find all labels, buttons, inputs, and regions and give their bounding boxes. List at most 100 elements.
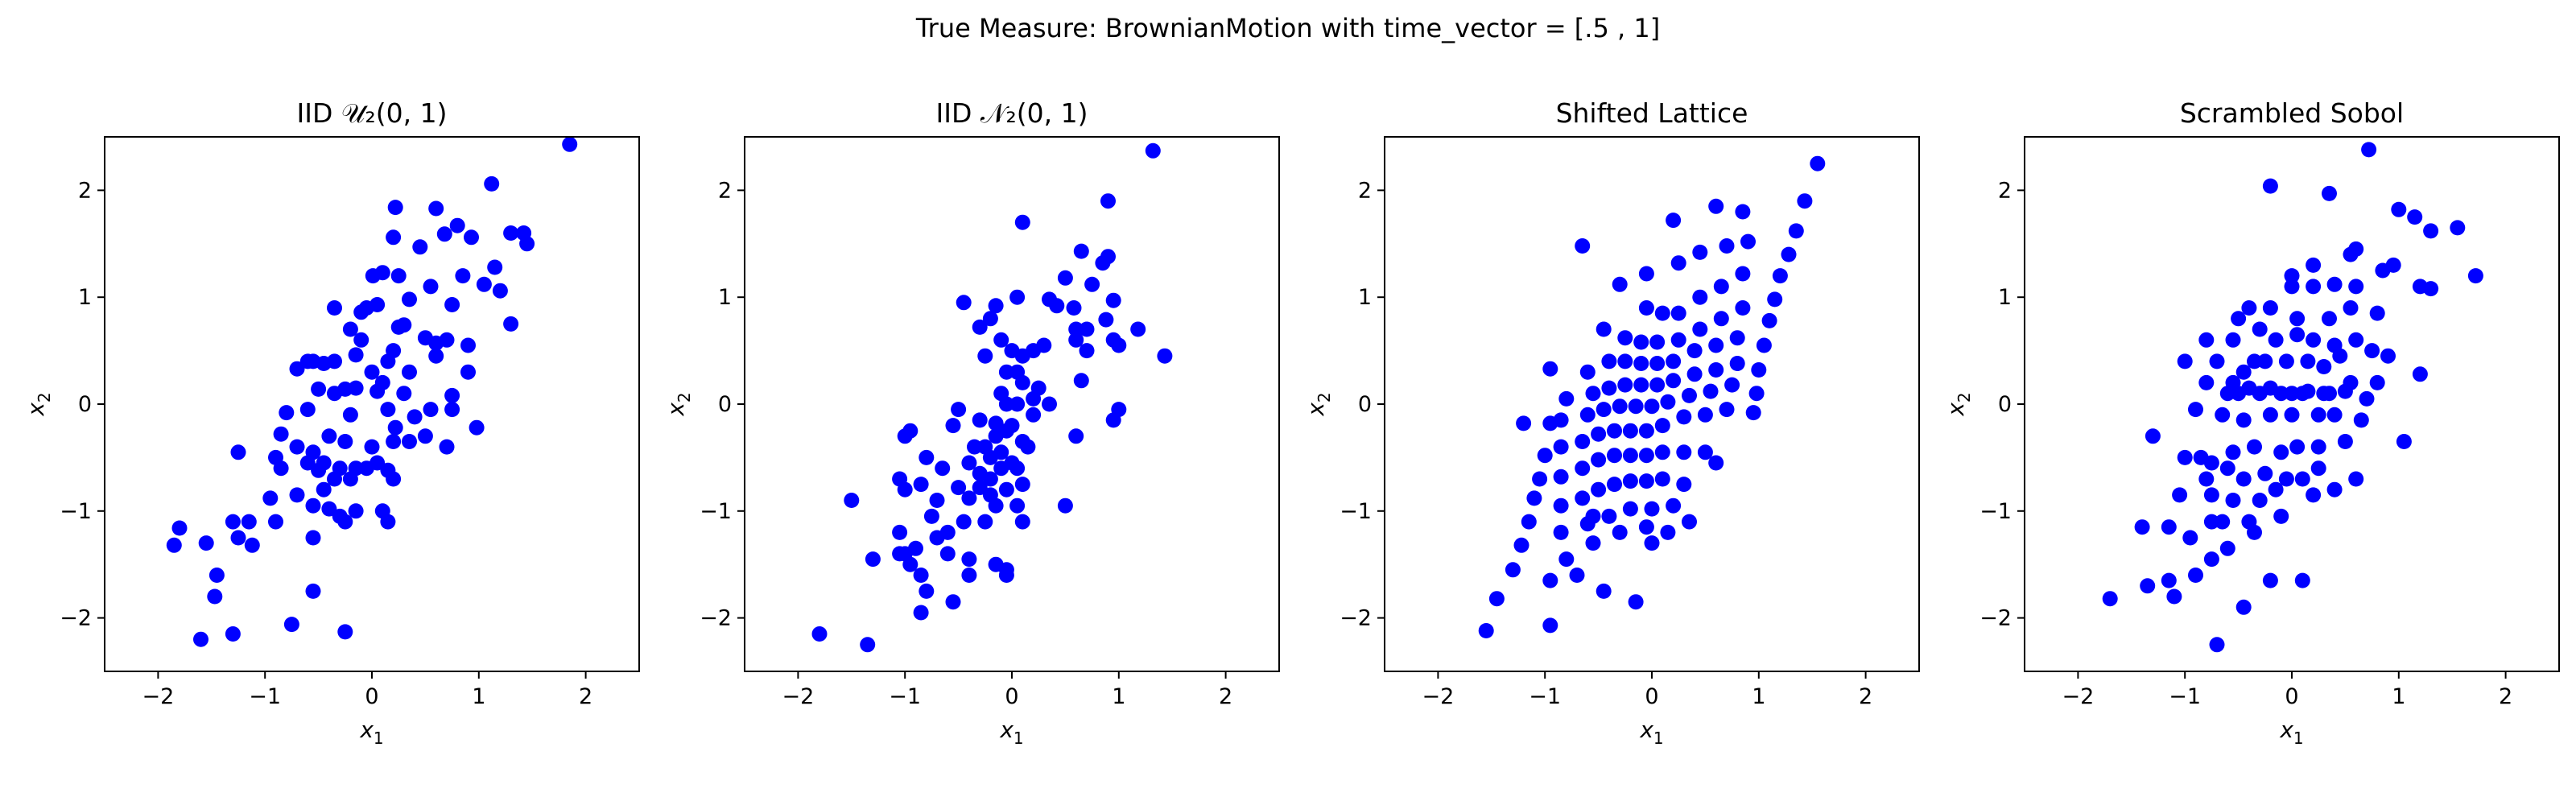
scatter-point	[460, 337, 476, 353]
scatter-point	[2268, 332, 2284, 348]
scatter-point	[289, 487, 305, 503]
scatter-point	[2262, 300, 2278, 316]
scatter-point	[386, 471, 402, 487]
scatter-point	[1009, 497, 1026, 514]
scatter-point	[1579, 407, 1596, 423]
scatter-point	[1729, 330, 1745, 346]
scatter-point	[1537, 448, 1553, 464]
scatter-point	[327, 300, 342, 316]
scatter-point	[967, 439, 982, 455]
scatter-point	[2203, 551, 2219, 568]
scatter-point	[439, 332, 455, 348]
scatter-point	[2337, 383, 2353, 399]
scatter-point	[945, 418, 961, 434]
scatter-point	[2450, 220, 2466, 236]
y-tick-label: −2	[1340, 606, 1372, 631]
scatter-point	[919, 449, 935, 465]
scatter-point	[562, 136, 578, 152]
scatter-point	[1740, 233, 1756, 250]
scatter-point	[1601, 353, 1617, 369]
scatter-point	[1810, 155, 1826, 171]
scatter-point	[1575, 238, 1591, 254]
scatter-point	[993, 332, 1009, 348]
x-tick-label: 1	[2392, 684, 2405, 709]
scatter-point	[208, 568, 225, 583]
scatter-point	[982, 311, 998, 327]
scatter-point	[923, 508, 939, 524]
scatter-point	[503, 225, 519, 241]
scatter-point	[1057, 497, 1073, 514]
scatter-point	[487, 259, 503, 275]
scatter-point	[1697, 407, 1713, 423]
scatter-point	[519, 236, 535, 252]
scatter-point	[1638, 448, 1654, 464]
scatter-point	[1670, 305, 1686, 321]
scatter-point	[2343, 246, 2359, 262]
scatter-point	[279, 405, 295, 421]
plot-frame	[2024, 136, 2560, 672]
scatter-point	[1066, 300, 1082, 316]
scatter-point	[380, 514, 396, 530]
scatter-point	[2247, 353, 2262, 369]
scatter-point	[956, 295, 972, 311]
scatter-point	[2294, 471, 2310, 487]
scatter-point	[1692, 321, 1708, 337]
scatter-point	[2235, 599, 2252, 615]
scatter-point	[1654, 305, 1670, 321]
scatter-point	[1729, 356, 1745, 371]
x-tick-label: 0	[365, 684, 378, 709]
subplot-title: Scrambled Sobol	[2180, 97, 2404, 129]
scatter-point	[1601, 508, 1617, 524]
y-tick-label: 1	[78, 285, 92, 310]
scatter-points	[2102, 142, 2483, 653]
scatter-point	[2134, 519, 2150, 535]
scatter-point	[2423, 281, 2439, 297]
scatter-point	[305, 583, 321, 599]
scatter-point	[2203, 487, 2219, 503]
y-tick-label: 1	[1998, 285, 2012, 310]
y-axis-label: x2	[1942, 392, 1974, 416]
scatter-point	[2177, 353, 2193, 369]
scatter-point	[1756, 337, 1772, 353]
scatter-point	[503, 316, 519, 332]
scatter-point	[1649, 377, 1666, 393]
scatter-point	[1516, 415, 1532, 431]
x-axis-label: x1	[1639, 716, 1663, 748]
y-tick-label: 2	[78, 178, 92, 203]
x-axis-label: x1	[2279, 716, 2303, 748]
scatter-point	[2423, 223, 2439, 239]
scatter-point	[1654, 444, 1670, 460]
scatter-point	[1638, 266, 1654, 282]
scatter-point	[1009, 396, 1026, 412]
scatter-point	[1553, 469, 1569, 485]
scatter-point	[2326, 407, 2343, 423]
scatter-point	[1772, 268, 1788, 284]
scatter-point	[2310, 439, 2326, 455]
scatter-point	[1686, 343, 1703, 359]
scatter-point	[358, 300, 374, 316]
scatter-point	[1068, 332, 1084, 348]
scatter-point	[935, 460, 951, 477]
scatter-point	[1601, 380, 1617, 396]
scatter-point	[929, 530, 945, 546]
scatter-point	[844, 493, 860, 508]
scatter-point	[2273, 444, 2289, 460]
scatter-point	[1713, 279, 1729, 295]
x-tick-label: 2	[1219, 684, 1232, 709]
scatter-point	[1761, 312, 1777, 328]
scatter-point	[1644, 398, 1660, 415]
scatter-point	[2348, 471, 2364, 487]
scatter-point	[2252, 493, 2268, 508]
scatter-point	[484, 175, 500, 192]
scatter-point	[2273, 508, 2289, 524]
scatter-point	[321, 501, 337, 517]
scatter-point	[198, 535, 214, 551]
subplot-3: Shifted Lattice −2 −1 0 1 2 −2 −1 0 1 2 x1 x2	[1302, 97, 1920, 748]
scatter-point	[2306, 279, 2322, 295]
scatter-point	[1633, 356, 1649, 371]
scatter-point	[929, 493, 945, 508]
scatter-point	[2326, 481, 2343, 497]
scatter-point	[268, 514, 283, 530]
scatter-point	[2322, 311, 2337, 327]
